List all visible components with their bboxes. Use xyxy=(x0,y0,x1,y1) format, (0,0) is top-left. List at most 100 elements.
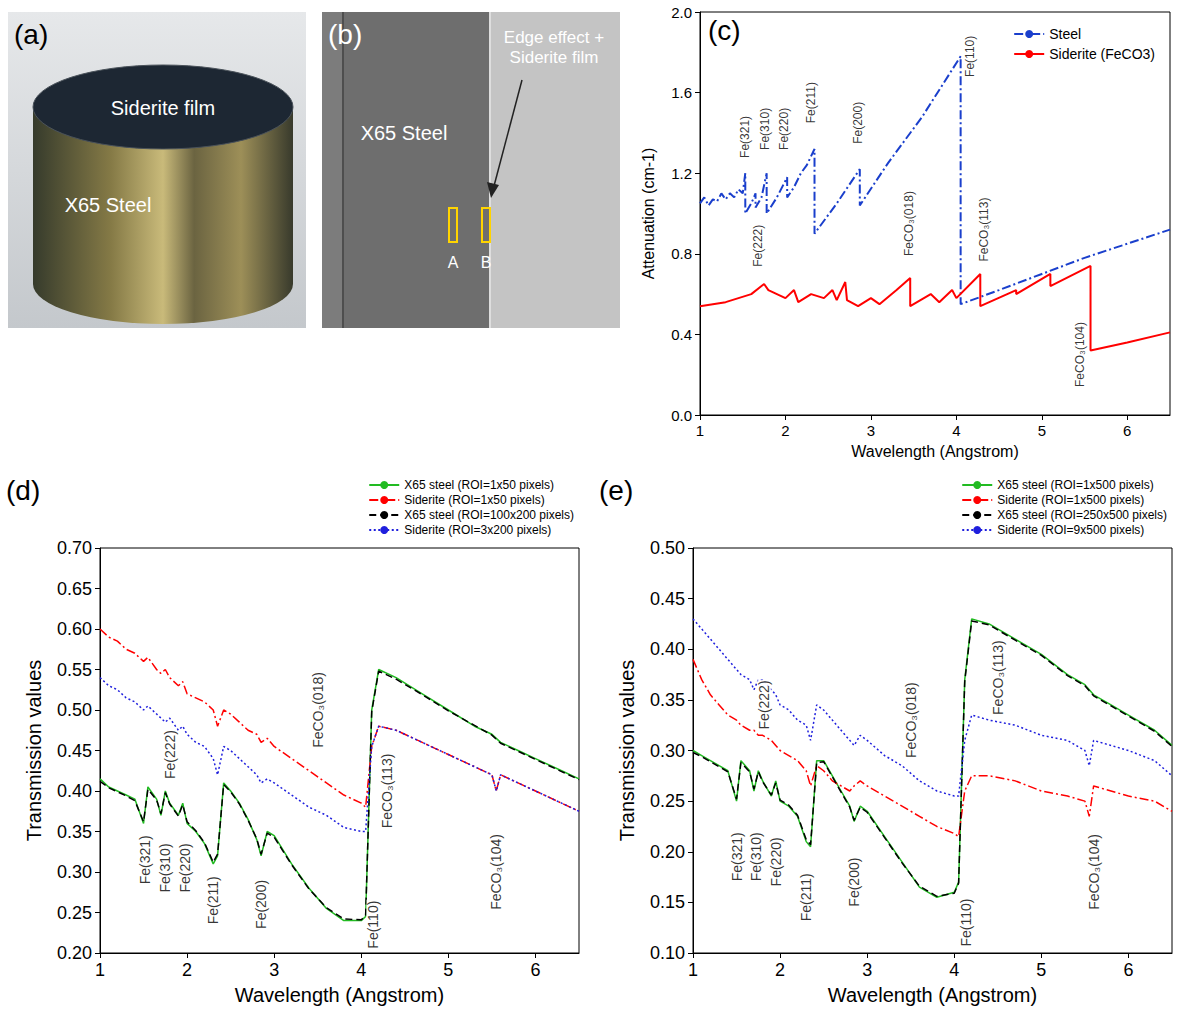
svg-text:0.25: 0.25 xyxy=(57,903,92,923)
svg-text:4: 4 xyxy=(952,422,960,439)
svg-text:1: 1 xyxy=(696,422,704,439)
svg-text:FeCO₃(018): FeCO₃(018) xyxy=(902,191,916,256)
svg-text:0.35: 0.35 xyxy=(650,690,685,710)
svg-text:Fe(220): Fe(220) xyxy=(768,837,784,886)
svg-text:Fe(211): Fe(211) xyxy=(205,876,221,924)
svg-text:X65 steel (ROI=250x500 pixels): X65 steel (ROI=250x500 pixels) xyxy=(997,508,1167,522)
svg-text:0.35: 0.35 xyxy=(57,822,92,842)
svg-text:Siderite (ROI=3x200 pixels): Siderite (ROI=3x200 pixels) xyxy=(404,523,551,537)
svg-text:2: 2 xyxy=(182,960,192,980)
svg-text:3: 3 xyxy=(862,960,872,980)
svg-text:2: 2 xyxy=(775,960,785,980)
svg-text:(a): (a) xyxy=(14,19,48,50)
svg-text:5: 5 xyxy=(1038,422,1046,439)
svg-text:FeCO₃(113): FeCO₃(113) xyxy=(977,198,991,262)
svg-text:2: 2 xyxy=(781,422,789,439)
svg-text:0.40: 0.40 xyxy=(650,639,685,659)
svg-text:Siderite (ROI=9x500 pixels): Siderite (ROI=9x500 pixels) xyxy=(997,523,1144,537)
svg-text:FeCO₃(018): FeCO₃(018) xyxy=(903,682,919,758)
svg-text:Siderite (ROI=1x500 pixels): Siderite (ROI=1x500 pixels) xyxy=(997,493,1144,507)
svg-text:Wavelength (Angstrom): Wavelength (Angstrom) xyxy=(851,443,1018,460)
svg-text:1: 1 xyxy=(95,960,105,980)
svg-text:X65 steel (ROI=100x200 pixels): X65 steel (ROI=100x200 pixels) xyxy=(404,508,574,522)
svg-text:0.30: 0.30 xyxy=(650,741,685,761)
svg-text:FeCO₃(104): FeCO₃(104) xyxy=(488,834,504,910)
svg-text:0.55: 0.55 xyxy=(57,660,92,680)
svg-text:Fe(321): Fe(321) xyxy=(729,832,745,881)
svg-text:0.50: 0.50 xyxy=(57,700,92,720)
svg-text:4: 4 xyxy=(949,960,959,980)
svg-text:(c): (c) xyxy=(708,15,741,46)
svg-text:X65 steel (ROI=1x500 pixels): X65 steel (ROI=1x500 pixels) xyxy=(997,478,1153,492)
svg-text:3: 3 xyxy=(269,960,279,980)
svg-text:Fe(220): Fe(220) xyxy=(777,108,791,150)
svg-text:1.2: 1.2 xyxy=(671,165,692,182)
svg-text:X65 Steel: X65 Steel xyxy=(361,122,448,144)
svg-text:B: B xyxy=(481,254,492,271)
svg-text:6: 6 xyxy=(530,960,540,980)
svg-text:0.15: 0.15 xyxy=(650,892,685,912)
svg-text:0.40: 0.40 xyxy=(57,781,92,801)
svg-text:Fe(110): Fe(110) xyxy=(963,36,977,77)
svg-text:Transmission values: Transmission values xyxy=(23,660,45,842)
svg-text:Siderite (ROI=1x50 pixels): Siderite (ROI=1x50 pixels) xyxy=(404,493,544,507)
svg-text:4: 4 xyxy=(356,960,366,980)
svg-text:FeCO₃(113): FeCO₃(113) xyxy=(379,754,395,829)
svg-text:0.20: 0.20 xyxy=(57,943,92,963)
svg-text:1: 1 xyxy=(688,960,698,980)
svg-text:5: 5 xyxy=(1036,960,1046,980)
svg-text:Fe(310): Fe(310) xyxy=(157,843,173,892)
svg-text:Attenuation (cm-1): Attenuation (cm-1) xyxy=(640,148,657,280)
svg-text:Steel: Steel xyxy=(1049,26,1081,42)
svg-text:Fe(211): Fe(211) xyxy=(804,82,818,123)
svg-text:Fe(211): Fe(211) xyxy=(798,873,814,921)
svg-text:2.0: 2.0 xyxy=(671,4,692,21)
svg-text:0.30: 0.30 xyxy=(57,862,92,882)
svg-text:(d): (d) xyxy=(6,475,40,506)
svg-text:A: A xyxy=(448,254,459,271)
svg-text:3: 3 xyxy=(867,422,875,439)
svg-text:0.60: 0.60 xyxy=(57,619,92,639)
svg-text:Fe(200): Fe(200) xyxy=(846,858,862,907)
svg-text:Fe(110): Fe(110) xyxy=(958,899,974,947)
svg-text:Fe(222): Fe(222) xyxy=(162,730,178,779)
svg-text:(e): (e) xyxy=(599,475,633,506)
svg-text:0.45: 0.45 xyxy=(650,589,685,609)
svg-text:FeCO₃(104): FeCO₃(104) xyxy=(1086,834,1102,910)
svg-text:1.6: 1.6 xyxy=(671,84,692,101)
svg-text:Fe(310): Fe(310) xyxy=(758,108,772,150)
svg-text:0.25: 0.25 xyxy=(650,791,685,811)
svg-text:0.20: 0.20 xyxy=(650,842,685,862)
svg-text:Fe(222): Fe(222) xyxy=(756,680,772,729)
svg-text:0.65: 0.65 xyxy=(57,579,92,599)
svg-text:Transmission values: Transmission values xyxy=(616,660,638,842)
svg-text:(b): (b) xyxy=(328,19,362,50)
svg-text:Fe(321): Fe(321) xyxy=(738,116,752,158)
svg-text:0.50: 0.50 xyxy=(650,538,685,558)
svg-text:X65 steel (ROI=1x50 pixels): X65 steel (ROI=1x50 pixels) xyxy=(404,478,554,492)
svg-text:Wavelength (Angstrom): Wavelength (Angstrom) xyxy=(828,984,1037,1006)
svg-text:Siderite (FeCO3): Siderite (FeCO3) xyxy=(1049,46,1155,62)
svg-text:Fe(222): Fe(222) xyxy=(751,225,765,267)
svg-text:6: 6 xyxy=(1123,960,1133,980)
svg-text:0.10: 0.10 xyxy=(650,943,685,963)
svg-text:Fe(200): Fe(200) xyxy=(253,880,269,929)
svg-text:6: 6 xyxy=(1123,422,1131,439)
svg-text:0.4: 0.4 xyxy=(671,326,692,343)
svg-text:0.0: 0.0 xyxy=(671,407,692,424)
svg-text:Wavelength (Angstrom): Wavelength (Angstrom) xyxy=(235,984,444,1006)
svg-text:Fe(321): Fe(321) xyxy=(137,835,153,884)
svg-text:0.70: 0.70 xyxy=(57,538,92,558)
svg-text:FeCO₃(113): FeCO₃(113) xyxy=(990,640,1006,715)
svg-text:X65 Steel: X65 Steel xyxy=(65,194,152,216)
svg-text:5: 5 xyxy=(443,960,453,980)
svg-text:Fe(310): Fe(310) xyxy=(748,832,764,881)
svg-text:Fe(200): Fe(200) xyxy=(851,102,865,144)
svg-text:FeCO₃(104): FeCO₃(104) xyxy=(1073,322,1087,387)
svg-text:Fe(220): Fe(220) xyxy=(177,843,193,892)
svg-text:Fe(110): Fe(110) xyxy=(365,901,381,949)
svg-text:FeCO₃(018): FeCO₃(018) xyxy=(310,672,326,748)
svg-text:0.8: 0.8 xyxy=(671,245,692,262)
svg-text:0.45: 0.45 xyxy=(57,741,92,761)
svg-text:Siderite film: Siderite film xyxy=(111,97,215,119)
